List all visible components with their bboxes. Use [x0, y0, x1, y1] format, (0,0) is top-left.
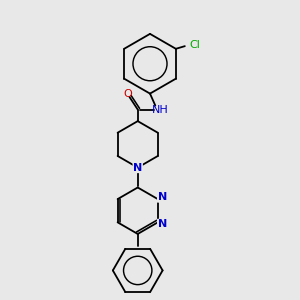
Text: N: N: [158, 219, 167, 229]
Text: O: O: [124, 88, 133, 99]
Text: N: N: [133, 163, 142, 172]
Text: N: N: [158, 192, 167, 202]
Text: NH: NH: [152, 104, 168, 115]
Text: Cl: Cl: [190, 40, 201, 50]
